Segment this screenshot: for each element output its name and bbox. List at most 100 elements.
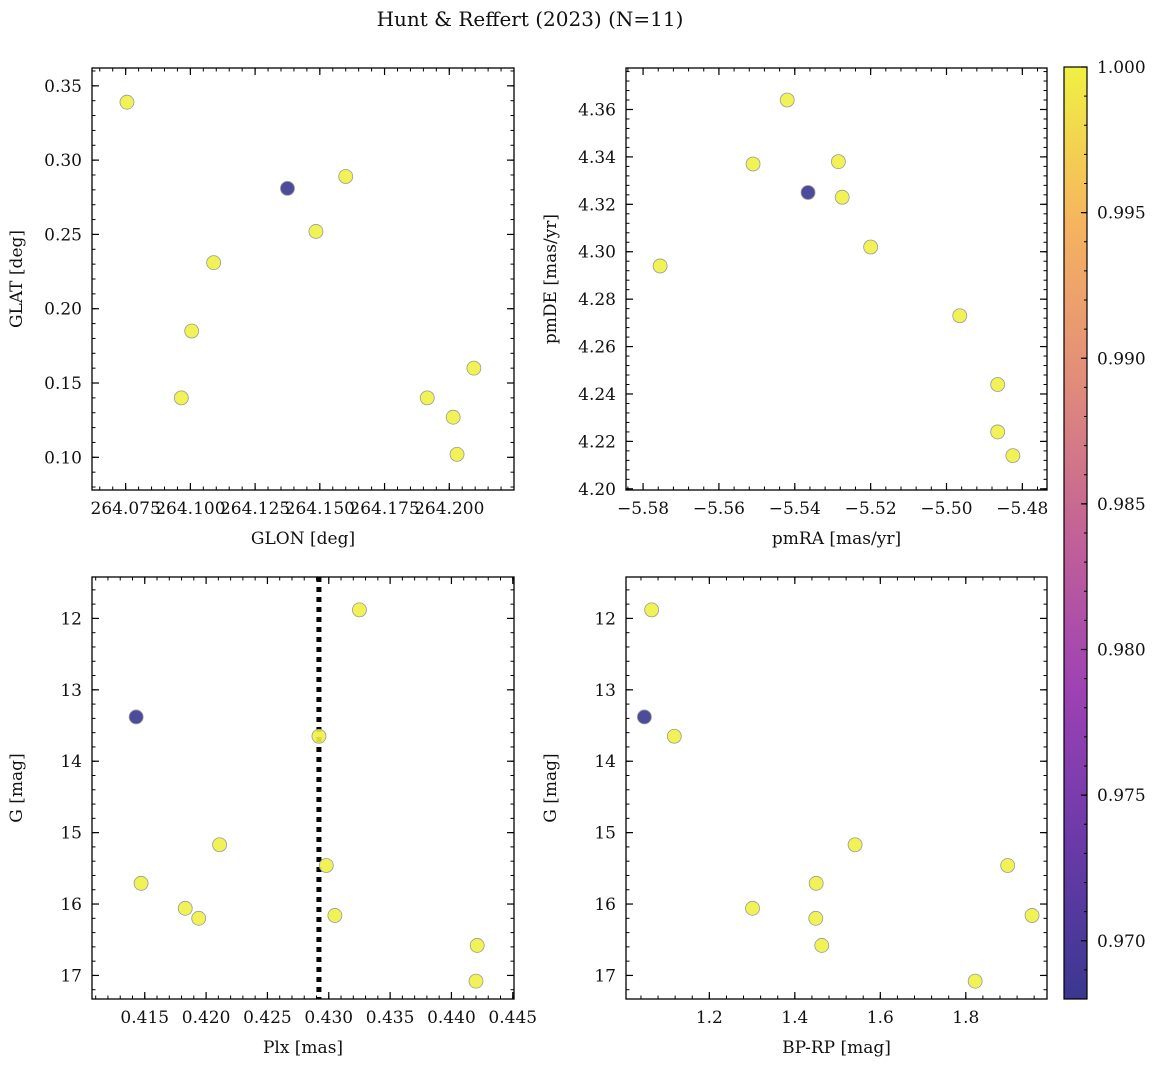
data-point: [173, 390, 189, 406]
plot-frame: [91, 576, 515, 1000]
colorbar-tick-label: 0.985: [1097, 495, 1146, 515]
y-tick-label: 4.32: [578, 195, 616, 215]
data-point: [636, 709, 652, 725]
plot-panel-panel-glon-glat: 264.075264.100264.125264.150264.175264.2…: [7, 67, 515, 549]
data-point: [1024, 908, 1040, 923]
x-axis-label: pmRA [mas/yr]: [772, 529, 901, 549]
x-tick-label: 264.100: [155, 499, 225, 519]
y-tick-label: 14: [60, 752, 82, 772]
y-axis-label: pmDE [mas/yr]: [541, 214, 561, 344]
plot-panel-panel-cmd: 1.2 1.4 1.6 1.8 12 13 14 15 16 17 BP-RP [mag] G [ma…: [541, 576, 1048, 1058]
y-tick-label: 15: [594, 824, 616, 844]
data-point: [644, 602, 660, 618]
x-tick-label: 0.440: [427, 1008, 476, 1028]
colorbar-gradient: [1063, 66, 1088, 1000]
y-tick-label: 15: [60, 824, 82, 844]
x-tick-label: 0.435: [366, 1008, 415, 1028]
colorbar-tick-label: 0.990: [1097, 349, 1146, 369]
x-tick-label: 0.445: [488, 1008, 537, 1028]
y-tick-label: 0.10: [44, 448, 82, 468]
data-point: [863, 239, 879, 255]
plot-frame: [91, 67, 515, 491]
y-tick-label: 4.20: [578, 480, 616, 500]
x-tick-label: 1.4: [781, 1008, 808, 1028]
figure-title: Hunt & Reffert (2023) (N=11): [377, 7, 684, 31]
data-point: [745, 900, 760, 916]
data-point: [318, 858, 334, 873]
y-tick-label: 4.30: [578, 243, 616, 263]
y-tick-label: 14: [594, 752, 616, 772]
data-point: [419, 390, 435, 406]
colorbar-tick-label: 0.970: [1097, 932, 1146, 952]
data-point: [847, 837, 863, 853]
data-point: [1005, 448, 1021, 464]
data-point: [352, 602, 367, 618]
colorbar-tick-label: 0.995: [1097, 204, 1146, 224]
x-tick-label: 0.430: [304, 1008, 353, 1028]
data-point: [177, 900, 193, 916]
x-axis-label: BP-RP [mag]: [782, 1038, 891, 1058]
x-tick-label: 264.150: [285, 499, 355, 519]
x-tick-label: 264.175: [349, 499, 419, 519]
y-tick-label: 12: [594, 609, 616, 629]
x-tick-label: −5.54: [769, 499, 821, 519]
data-point: [808, 875, 824, 891]
data-point: [808, 910, 824, 926]
data-point: [814, 938, 830, 953]
data-point: [834, 189, 850, 205]
plot-panel-panel-pm: −5.58 −5.56 −5.54 −5.52 −5.50 −5.48 4.20 4.22 4.…: [541, 67, 1048, 549]
colorbar-tick-label: 0.980: [1097, 641, 1146, 661]
data-point: [338, 169, 354, 184]
data-point: [952, 308, 968, 324]
data-point: [666, 728, 682, 744]
data-point: [191, 910, 207, 926]
y-tick-label: 4.34: [578, 148, 616, 168]
colorbar: 0.970 0.975 0.980 0.985 0.990 0.995 1.000: [1063, 58, 1146, 1000]
y-tick-label: 4.22: [578, 432, 616, 452]
y-tick-label: 4.36: [578, 100, 616, 120]
y-tick-label: 0.35: [44, 77, 82, 97]
data-point: [206, 255, 222, 271]
data-point: [119, 94, 135, 110]
colorbar-tick-label: 0.975: [1097, 786, 1146, 806]
data-point: [311, 728, 327, 744]
data-point: [469, 938, 485, 953]
x-tick-label: 264.075: [91, 499, 161, 519]
y-tick-label: 13: [60, 681, 82, 701]
plot-frame: [625, 67, 1048, 491]
x-tick-label: 0.425: [243, 1008, 292, 1028]
x-tick-label: 1.2: [696, 1008, 723, 1028]
x-tick-label: 1.6: [867, 1008, 894, 1028]
data-point: [652, 258, 668, 274]
data-point: [212, 837, 227, 853]
data-point: [445, 409, 461, 425]
data-point: [128, 709, 144, 725]
x-tick-label: 264.200: [414, 499, 484, 519]
y-tick-label: 4.26: [578, 338, 616, 358]
y-tick-label: 4.24: [578, 385, 616, 405]
x-tick-label: 1.8: [952, 1008, 979, 1028]
y-tick-label: 4.28: [578, 290, 616, 310]
y-tick-label: 12: [60, 609, 82, 629]
data-point: [327, 908, 343, 923]
y-tick-label: 16: [60, 895, 82, 915]
data-point: [184, 323, 200, 339]
data-point: [308, 224, 324, 239]
y-tick-label: 0.30: [44, 151, 82, 171]
data-point: [449, 446, 465, 462]
y-axis-label: G [mag]: [541, 753, 561, 822]
x-tick-label: −5.48: [996, 499, 1048, 519]
y-tick-label: 17: [594, 966, 616, 986]
data-point: [830, 154, 846, 170]
y-axis-label: GLAT [deg]: [7, 230, 27, 328]
y-tick-label: 0.25: [44, 225, 82, 245]
plot-frame: [625, 576, 1048, 1000]
plot-panel-panel-plx-g: 0.415 0.420 0.425 0.430 0.435 0.440 0.445 12 13 1…: [7, 576, 537, 1058]
y-tick-label: 17: [60, 966, 82, 986]
x-tick-label: 0.415: [120, 1008, 169, 1028]
data-point: [1000, 858, 1016, 873]
x-tick-label: −5.52: [845, 499, 897, 519]
x-axis-label: Plx [mas]: [263, 1038, 343, 1058]
data-point: [990, 424, 1006, 440]
